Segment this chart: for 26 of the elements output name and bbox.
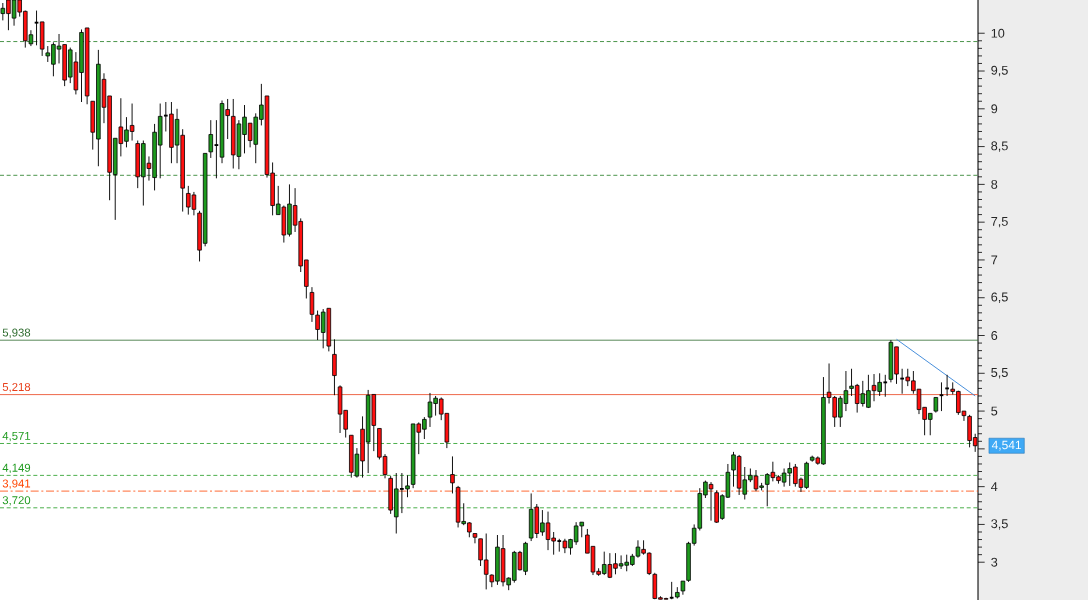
ref-line-label: 4,571	[2, 431, 31, 442]
ref-line-label: 5,218	[2, 382, 31, 393]
y-tick-label: 8	[991, 179, 998, 189]
y-tick-label: 3,5	[991, 519, 1008, 530]
y-tick-label: 7,5	[991, 216, 1008, 228]
y-tick-label: 6	[991, 331, 998, 340]
y-tick-label: 3	[991, 557, 998, 567]
ref-line-label: 3,941	[2, 479, 31, 489]
candlestick	[450, 455, 455, 494]
ref-line-label: 4,149	[2, 463, 31, 474]
candlestick	[472, 533, 478, 544]
y-tick-label: 9	[991, 104, 998, 114]
text: 4,541	[991, 440, 1022, 451]
y-tick-label: 4	[991, 482, 998, 492]
candlestick	[944, 374, 950, 397]
ref-line-label: 3,720	[2, 496, 31, 506]
y-tick-label: 8,5	[991, 141, 1008, 152]
candlestick	[332, 338, 337, 396]
y-tick-label: 5	[991, 406, 998, 416]
candlestick	[208, 119, 214, 159]
y-tick-label: 10	[991, 28, 1005, 38]
y-tick-label: 9,5	[991, 65, 1008, 77]
y-tick-label: 6,5	[991, 292, 1008, 303]
y-tick-label: 5,5	[991, 368, 1008, 379]
ref-line-label: 5,938	[2, 328, 31, 338]
y-tick-label: 7	[991, 255, 998, 265]
